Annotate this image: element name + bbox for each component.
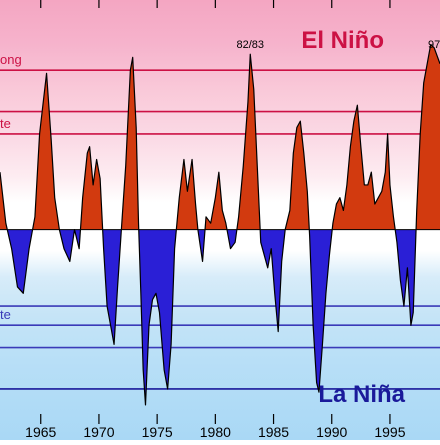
x-tick-label: 1990: [316, 424, 347, 440]
el-nino-header: El Niño: [301, 27, 384, 54]
event-annotation: 97: [428, 39, 440, 51]
strength-lines: ong te te: [0, 52, 440, 390]
strength-line-label: ong: [0, 52, 22, 67]
x-tick-label: 1965: [25, 424, 56, 440]
chart-text-layer: El Niño La Niña 82/83 97: [236, 27, 440, 408]
strength-line-label: te: [0, 307, 11, 322]
la-nina-header: La Niña: [318, 381, 405, 408]
x-tick-label: 1980: [200, 424, 231, 440]
event-annotation: 82/83: [236, 39, 264, 51]
x-tick-label: 1975: [142, 424, 173, 440]
la-nina-area: [0, 229, 440, 405]
x-tick-label: 1985: [258, 424, 289, 440]
x-tick-label: 1970: [83, 424, 114, 440]
x-axis-ticks: 1965 1970 1975 1980 1985 1990 1995: [25, 0, 406, 440]
x-tick-label: 1995: [374, 424, 405, 440]
strength-line-label: te: [0, 116, 11, 131]
